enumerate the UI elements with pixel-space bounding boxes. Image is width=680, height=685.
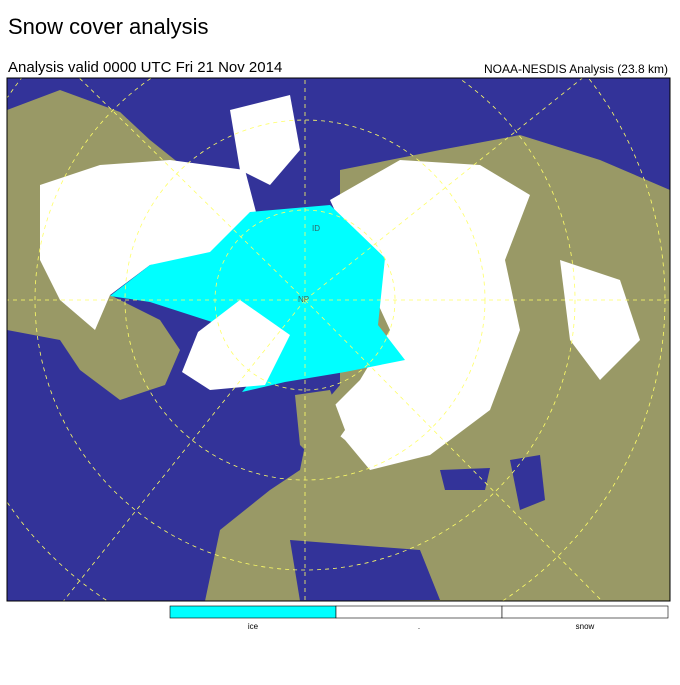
latitude-circle	[34, 78, 576, 571]
arctic-islands	[230, 95, 300, 185]
meridian	[304, 78, 584, 301]
meridian	[304, 299, 603, 601]
siberia-snow	[560, 260, 640, 380]
sea-ice	[110, 205, 405, 392]
eurasia-snow	[320, 160, 530, 470]
legend-label: snow	[576, 622, 595, 631]
meridian	[62, 299, 306, 601]
legend-swatch	[169, 605, 337, 619]
map-frame	[6, 77, 671, 602]
scandinavia	[295, 390, 345, 465]
title: Snow cover analysis	[8, 14, 209, 39]
black-sea	[440, 468, 490, 490]
legend-swatch	[501, 605, 669, 619]
mediterranean	[290, 540, 440, 601]
legend-label: ice	[248, 622, 259, 631]
caspian-sea	[510, 455, 545, 510]
legend-swatch	[335, 605, 503, 619]
map-label: ID	[312, 224, 320, 233]
canada-snow	[40, 160, 262, 330]
map-label: NP	[298, 295, 309, 304]
greenland	[182, 300, 290, 390]
source: NOAA-NESDIS Analysis (23.8 km)	[484, 62, 668, 76]
legend: ice . snow	[169, 605, 669, 631]
legend-label: .	[418, 622, 420, 631]
valid-time: Analysis valid 0000 UTC Fri 21 Nov 2014	[8, 59, 282, 76]
